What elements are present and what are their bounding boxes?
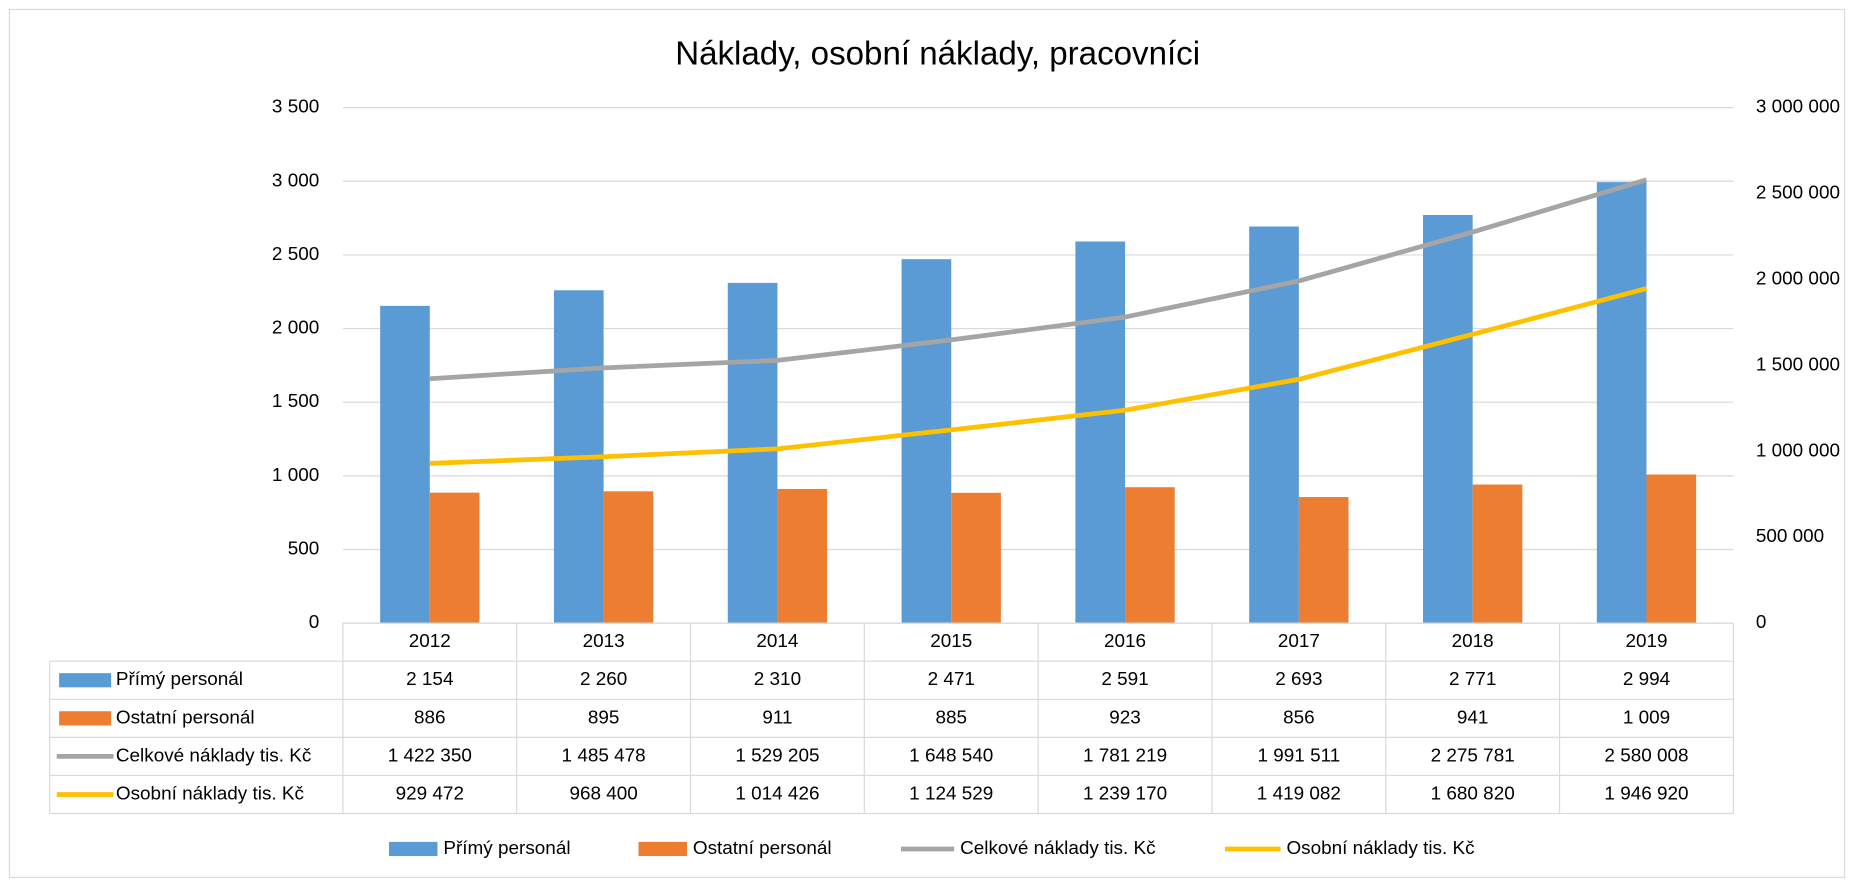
table-value: 2 471 <box>928 669 975 690</box>
y-tick-label: 3 000 <box>272 170 319 191</box>
y2-tick-label: 1 500 000 <box>1756 354 1840 375</box>
table-value: 856 <box>1283 707 1315 728</box>
table-value: 968 400 <box>569 783 637 804</box>
bar <box>777 488 828 624</box>
y2-tick-label: 1 000 000 <box>1756 440 1840 461</box>
y-tick-label: 500 <box>288 538 320 559</box>
y2-tick-label: 0 <box>1756 612 1767 633</box>
y-tick-label: 1 500 <box>272 391 319 412</box>
legend-label: Osobní náklady tis. Kč <box>1286 838 1474 859</box>
table-value: 1 009 <box>1623 707 1670 728</box>
bar <box>603 491 654 624</box>
y2-tick-label: 2 500 000 <box>1756 183 1840 204</box>
chart-title: Náklady, osobní náklady, pracovníci <box>675 35 1200 72</box>
table-value: 1 419 082 <box>1257 783 1341 804</box>
table-series-name: Celkové náklady tis. Kč <box>116 745 311 766</box>
legend-label: Ostatní personál <box>693 838 832 859</box>
table-value: 2 591 <box>1101 669 1148 690</box>
bar <box>1125 487 1175 624</box>
table-value: 1 946 920 <box>1604 783 1688 804</box>
table-legend-key <box>59 673 112 688</box>
table-value: 1 648 540 <box>909 745 993 766</box>
table-series-name: Osobní náklady tis. Kč <box>116 783 304 804</box>
y-tick-label: 2 500 <box>272 244 319 265</box>
table-value: 2 580 008 <box>1604 745 1688 766</box>
bar <box>901 259 952 624</box>
bar <box>429 492 480 624</box>
y-tick-label: 1 000 <box>272 465 319 486</box>
line-series <box>429 177 1648 382</box>
table-value: 2 771 <box>1449 669 1496 690</box>
bar <box>1298 497 1349 624</box>
x-tick-label: 2018 <box>1452 631 1494 652</box>
legend-key <box>389 841 438 857</box>
table-series-name: Přímý personál <box>116 669 243 690</box>
y2-tick-label: 500 000 <box>1756 526 1824 547</box>
y2-tick-label: 2 000 000 <box>1756 268 1840 289</box>
legend-key <box>638 841 687 857</box>
table-value: 2 310 <box>754 669 801 690</box>
bar <box>1423 214 1473 624</box>
table-value: 1 781 219 <box>1083 745 1167 766</box>
y2-tick-label: 3 000 000 <box>1756 97 1840 118</box>
bar <box>951 492 1001 624</box>
bar <box>1596 182 1647 624</box>
y-tick-label: 2 000 <box>272 318 319 339</box>
table-value: 929 472 <box>396 783 464 804</box>
table-value: 1 422 350 <box>388 745 472 766</box>
x-tick-label: 2017 <box>1278 631 1320 652</box>
bar <box>1249 226 1299 624</box>
table-value: 911 <box>762 707 792 728</box>
table-value: 2 994 <box>1623 669 1670 690</box>
table-value: 1 485 478 <box>562 745 646 766</box>
table-value: 1 239 170 <box>1083 783 1167 804</box>
table-value: 923 <box>1109 707 1141 728</box>
x-tick-label: 2019 <box>1625 631 1667 652</box>
table-value: 1 124 529 <box>909 783 993 804</box>
table-value: 2 260 <box>580 669 627 690</box>
table-value: 895 <box>588 707 620 728</box>
bar <box>1075 241 1126 624</box>
table-legend-key <box>59 711 112 726</box>
table-value: 886 <box>414 707 446 728</box>
y-tick-label: 0 <box>309 612 320 633</box>
x-tick-label: 2015 <box>930 631 972 652</box>
table-series-name: Ostatní personál <box>116 707 255 728</box>
table-value: 2 275 781 <box>1431 745 1515 766</box>
table-value: 1 014 426 <box>735 783 819 804</box>
table-value: 885 <box>935 707 967 728</box>
bar <box>380 305 430 624</box>
bar <box>1646 474 1697 624</box>
legend-label: Celkové náklady tis. Kč <box>960 838 1155 859</box>
line-series <box>429 286 1648 466</box>
table-value: 941 <box>1457 707 1489 728</box>
x-tick-label: 2012 <box>409 631 451 652</box>
bar <box>1472 484 1523 624</box>
table-value: 1 529 205 <box>735 745 819 766</box>
table-value: 2 154 <box>406 669 453 690</box>
x-tick-label: 2014 <box>756 631 798 652</box>
legend-label: Přímý personál <box>443 838 570 859</box>
table-value: 1 680 820 <box>1431 783 1515 804</box>
table-value: 2 693 <box>1275 669 1322 690</box>
table-value: 1 991 511 <box>1258 745 1341 766</box>
y-tick-label: 3 500 <box>272 97 319 118</box>
x-tick-label: 2013 <box>583 631 625 652</box>
x-tick-label: 2016 <box>1104 631 1146 652</box>
